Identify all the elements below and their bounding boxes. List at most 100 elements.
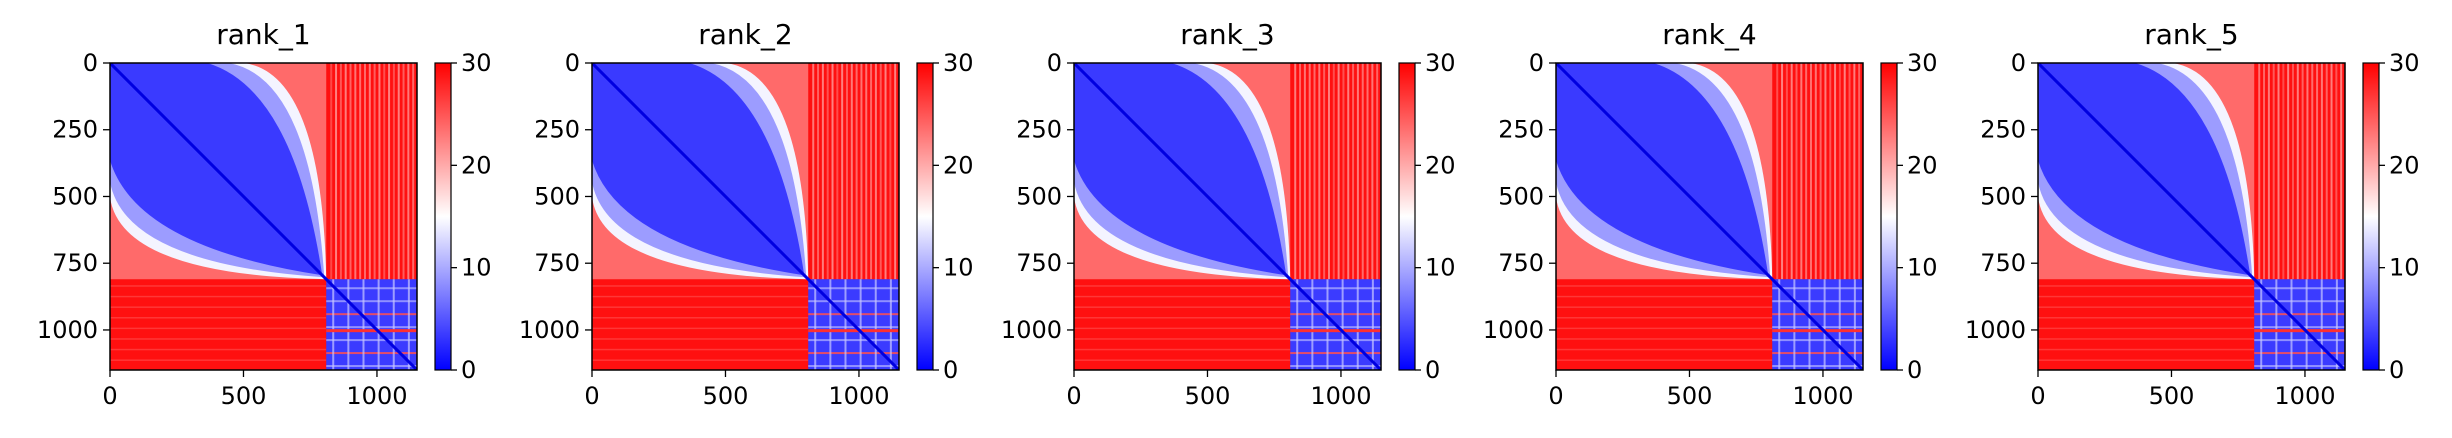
colorbar [434, 62, 452, 371]
heatmap-diagonal [2038, 63, 2345, 370]
y-tick-label: 1000 [37, 316, 98, 344]
block-b-stripe [407, 279, 410, 370]
y-tick-label: 750 [1980, 249, 2026, 277]
heatmap-stripe [1376, 63, 1379, 280]
heatmap-stripe [1800, 63, 1803, 280]
y-tick-label: 0 [83, 49, 98, 77]
heatmap-stripe [1853, 63, 1856, 280]
heatmap-stripe [1074, 285, 1291, 287]
heatmap-diagonal [1074, 63, 1381, 370]
heatmap-panel-2: rank_2 0 500 1000 0 250 500 750 1000 0 10 20 30 [519, 18, 974, 410]
heatmap-diagonal [592, 63, 899, 370]
block-b-stripe [2290, 279, 2293, 370]
heatmap-stripe [1795, 63, 1798, 280]
block-b-stripe [874, 279, 877, 370]
heatmap-panel-1: rank_1 0 500 1000 0 250 500 750 1000 0 10 20 30 [37, 18, 492, 410]
x-tick-label: 1000 [346, 382, 407, 410]
heatmap-stripe [373, 63, 376, 280]
heatmap-stripe [2038, 295, 2255, 298]
heatmap-stripe [110, 348, 327, 351]
heatmap-stripe [1556, 359, 1773, 361]
block-b-stripe [889, 279, 892, 370]
colorbar-tick-label: 20 [1425, 151, 1456, 179]
heatmap-stripe [1074, 359, 1291, 361]
heatmap-stripe [821, 63, 824, 280]
y-tick-label: 500 [1980, 182, 2026, 210]
block-b-stripe [1772, 352, 1863, 355]
heatmap-stripe [110, 359, 327, 361]
colorbar-tick-label: 10 [461, 254, 492, 282]
heatmap-stripe [1858, 63, 1861, 280]
block-b-stripe [808, 300, 899, 303]
block-b-stripe [808, 313, 899, 316]
block-b-stripe [1290, 313, 1381, 316]
x-tick-label: 0 [102, 382, 117, 410]
y-tick-label: 250 [1980, 116, 2026, 144]
heatmap-stripe [865, 63, 868, 280]
heatmap-stripe [1347, 63, 1350, 280]
colorbar-tick-label: 10 [1425, 254, 1456, 282]
block-b-stripe [2254, 313, 2345, 316]
x-tick-label: 0 [1548, 382, 1563, 410]
heatmap-stripe [1074, 317, 1291, 319]
colorbar-tick-label: 20 [1907, 151, 1938, 179]
heatmap-stripe [826, 63, 829, 280]
heatmap-stripe [836, 63, 839, 280]
heatmap-stripe [2038, 306, 2255, 308]
plot-frame [109, 62, 418, 371]
block-b-stripe [1311, 279, 1314, 370]
heatmap-panel-5: rank_5 0 500 1000 0 250 500 750 1000 0 10 20 30 [1965, 18, 2420, 410]
y-tick-label: 250 [534, 116, 580, 144]
heatmap-stripe [884, 63, 887, 280]
block-b-stripe [2254, 352, 2345, 355]
x-tick-label: 1000 [1310, 382, 1371, 410]
heatmap-stripe [397, 63, 400, 280]
heatmap-cells [2038, 63, 2345, 370]
colorbar [1398, 62, 1416, 371]
block-b-stripe [1290, 287, 1381, 290]
heatmap-stripe [812, 63, 815, 280]
panel-title: rank_5 [2144, 18, 2238, 51]
block-b-stripe [1772, 339, 1863, 342]
heatmap-stripe [330, 63, 333, 280]
block-b-stripe [2254, 329, 2345, 333]
heatmap-stripe [1556, 327, 1773, 330]
y-tick-label: 250 [1016, 116, 1062, 144]
heatmap-stripe [383, 63, 386, 280]
block-b-stripe [808, 365, 899, 368]
heatmap-stripe [1556, 317, 1773, 319]
heatmap-stripe [592, 317, 809, 319]
block-b-stripe [377, 279, 380, 370]
block-b-stripe [1296, 279, 1299, 370]
heatmap-stripe [1342, 63, 1345, 280]
block-b-stripe [1808, 279, 1811, 370]
heatmap-stripe [2038, 317, 2255, 319]
x-tick-label: 500 [1185, 382, 1231, 410]
heatmap-stripe [110, 338, 327, 340]
heatmap-stripe [1074, 295, 1291, 298]
block-b-stripe [326, 339, 417, 342]
block-b-stripe [1341, 279, 1344, 370]
y-tick-label: 750 [534, 249, 580, 277]
heatmap-stripe [874, 63, 877, 280]
heatmap-stripe [592, 338, 809, 340]
heatmap-stripe [1805, 63, 1808, 280]
heatmap-stripe [1074, 327, 1291, 330]
heatmap-stripe [817, 63, 820, 280]
heatmap-stripe [841, 63, 844, 280]
heatmap-stripe [2282, 63, 2285, 280]
colorbar-tick-label: 0 [943, 356, 958, 384]
heatmap-stripe [1790, 63, 1793, 280]
y-tick-label: 0 [1529, 49, 1544, 77]
heatmap-stripe [1556, 285, 1773, 287]
colorbar-tick-label: 10 [1907, 254, 1938, 282]
block-b-stripe [808, 339, 899, 342]
block-b-stripe [2275, 279, 2278, 370]
block-b-stripe [2254, 339, 2345, 342]
heatmap-stripe [1848, 63, 1851, 280]
heatmap-stripe [2340, 63, 2343, 280]
panel-title: rank_1 [216, 18, 310, 51]
block-b-stripe [1793, 279, 1796, 370]
block-b-stripe [2254, 300, 2345, 303]
colorbar-tick-label: 30 [2389, 49, 2420, 77]
